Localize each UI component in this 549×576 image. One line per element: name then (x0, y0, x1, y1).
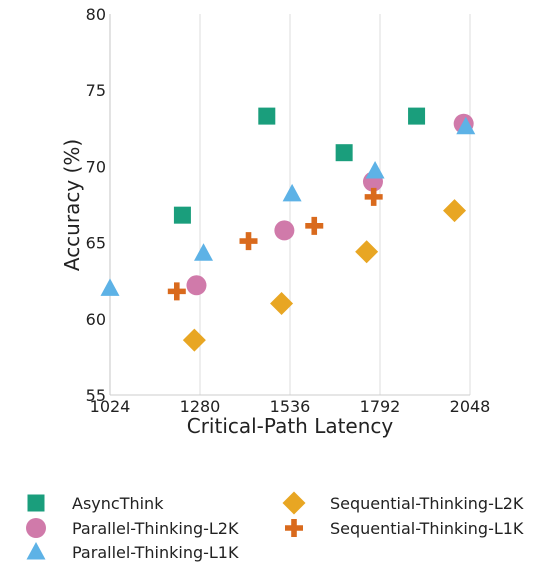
diamond-point-sequential-thinking-l2k (270, 292, 294, 316)
legend-label: Parallel-Thinking-L2K (72, 519, 239, 538)
x-tick-label: 2048 (450, 397, 491, 416)
grid (109, 14, 471, 395)
diamond-point-sequential-thinking-l2k (182, 328, 206, 352)
y-tick-label: 80 (86, 5, 106, 24)
square-point-asyncthink (408, 107, 426, 125)
triangle-point-parallel-thinking-l1k (365, 160, 385, 179)
square-point-asyncthink (173, 206, 191, 224)
data-points (100, 107, 476, 352)
legend-marker-diamond (282, 491, 306, 515)
legend-marker-triangle (26, 542, 46, 560)
triangle-point-parallel-thinking-l1k (456, 116, 476, 135)
diamond-point-sequential-thinking-l2k (355, 240, 379, 264)
y-tick-label: 75 (86, 81, 106, 100)
circle-point-parallel-thinking-l2k (274, 220, 295, 241)
circle-point-parallel-thinking-l2k (186, 275, 207, 296)
triangle-point-parallel-thinking-l1k (282, 183, 302, 202)
plus-point-sequential-thinking-l1k (364, 187, 383, 206)
legend-label: Parallel-Thinking-L1K (72, 543, 239, 562)
x-tick-label: 1792 (360, 397, 401, 416)
diamond-point-sequential-thinking-l2k (443, 199, 467, 223)
plus-point-sequential-thinking-l1k (239, 232, 258, 251)
x-tick-label: 1536 (270, 397, 311, 416)
axes (109, 14, 470, 396)
square-point-asyncthink (335, 144, 353, 162)
legend-label: AsyncThink (72, 494, 164, 513)
legend-label: Sequential-Thinking-L2K (330, 494, 524, 513)
square-point-asyncthink (258, 107, 276, 125)
plus-point-sequential-thinking-l1k (305, 216, 324, 235)
triangle-point-parallel-thinking-l1k (100, 278, 120, 296)
legend-marker-square (27, 494, 45, 512)
x-tick-label: 1024 (90, 397, 131, 416)
tick-labels: 1024 1280 1536 1792 2048 55 60 65 70 75 80 (86, 5, 491, 416)
x-tick-label: 1280 (180, 397, 221, 416)
legend-marker-plus (285, 519, 303, 537)
y-tick-label: 60 (86, 310, 106, 329)
legend-label: Sequential-Thinking-L1K (330, 519, 524, 538)
x-axis-label: Critical-Path Latency (187, 414, 394, 438)
plus-point-sequential-thinking-l1k (167, 282, 186, 301)
legend-marker-circle (26, 518, 46, 538)
legend: AsyncThink Parallel-Thinking-L2K Parallel-… (26, 491, 524, 562)
y-axis-label: Accuracy (%) (60, 139, 84, 271)
y-tick-label: 70 (86, 157, 106, 176)
y-tick-label: 65 (86, 234, 106, 253)
triangle-point-parallel-thinking-l1k (194, 243, 214, 261)
y-tick-label: 55 (86, 386, 106, 405)
